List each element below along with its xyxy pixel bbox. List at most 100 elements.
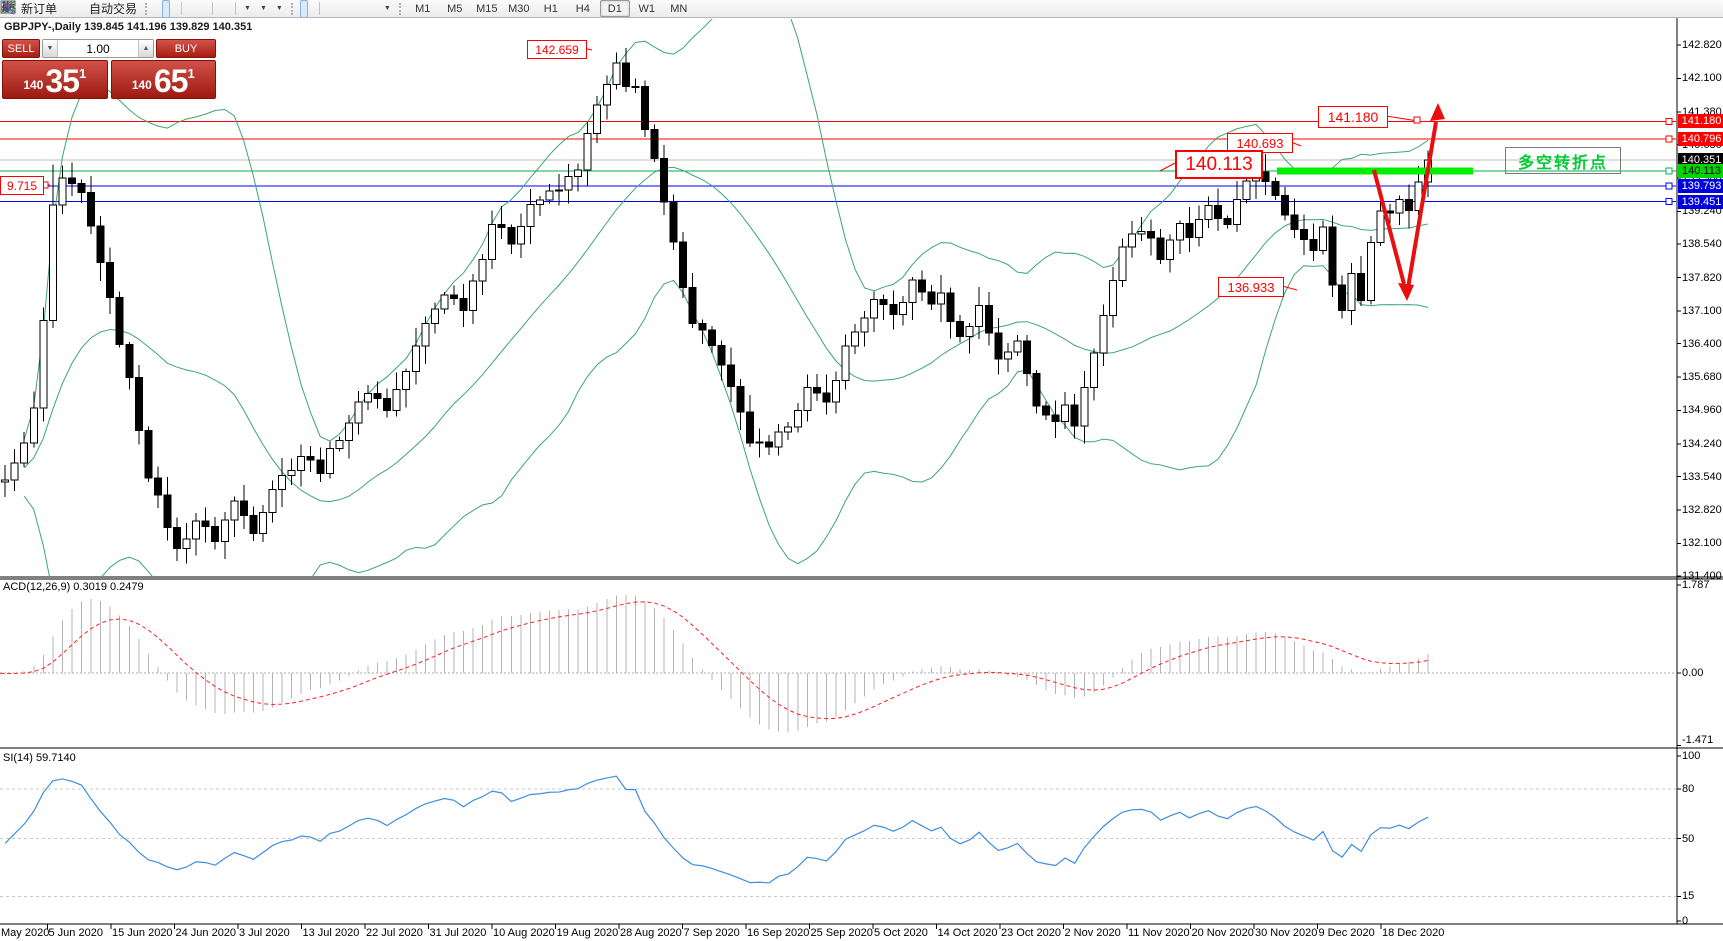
autotrading-label: 自动交易 [89,2,138,16]
auto-scroll-icon[interactable] [1,0,224,18]
price-axis-tick: 136.400 [1682,337,1722,350]
timeframe-toolbar: M1 M5 M15 M30 H1 H4 D1 W1 MN [408,0,694,17]
price-tag-140.796: 140.796 [1678,132,1723,147]
signals-icon[interactable] [0,0,85,18]
timeframe-H4[interactable]: H4 [575,2,590,15]
volume-increase-button[interactable]: ▲ [138,40,153,57]
fibonacci-tool-icon[interactable]: F [1,0,363,18]
date-axis-label: 20 Nov 2020 [1191,927,1254,939]
date-axis-label: 14 Oct 2020 [937,927,998,939]
price-axis-tick: 134.240 [1682,437,1722,450]
cursor-tool-icon[interactable] [3,0,308,18]
price-callout-142.659[interactable]: 142.659 [527,40,587,59]
volume-spinner: ▼ ▲ [42,39,154,58]
dropdown-caret: ▼ [259,5,267,12]
crosshair-tool-icon[interactable] [1,0,316,18]
line-chart-mode-icon[interactable] [0,0,178,18]
buy-price-box[interactable]: 140 65 1 [110,60,216,99]
turning-point-annotation[interactable]: 多空转折点 [1505,147,1621,174]
sell-price-figure: 140 [23,78,44,92]
trend-arrow-up[interactable] [1406,121,1438,289]
timeframe-M1[interactable]: M1 [415,2,431,15]
mql5-community-icon[interactable] [1,0,69,18]
price-callout-9.715[interactable]: 9.715 [0,176,44,195]
price-tag-140.351: 140.351 [1678,152,1723,167]
autotrading-button[interactable]: 自动交易 [0,0,141,18]
date-axis-label: 13 Jul 2020 [302,927,360,939]
sell-button[interactable]: SELL [2,39,40,58]
date-axis-label: 2 Nov 2020 [1064,927,1121,939]
one-click-trading-panel: SELL ▼ ▲ BUY 140 35 1 140 65 1 [2,39,216,99]
date-axis-label: 9 Dec 2020 [1318,927,1375,939]
timeframe-M15[interactable]: M15 [476,2,498,15]
chart-shift-icon[interactable] [1,0,232,18]
buy-button[interactable]: BUY [156,39,216,58]
timeframe-H1[interactable]: H1 [543,2,558,15]
price-callout-140.113[interactable]: 140.113 [1175,150,1263,179]
divider [235,2,237,15]
divider [212,2,214,15]
virtual-hosting-icon[interactable] [1,0,77,18]
price-tag-139.793: 139.793 [1678,178,1723,193]
date-axis-label: 15 Jun 2020 [112,927,173,939]
rsi-pane[interactable] [0,775,1677,897]
toolbar-grip [290,2,296,15]
symbol-ohlc-readout: GBPJPY-,Daily 139.845 141.196 139.829 14… [4,21,253,33]
svg-text:F: F [12,9,16,14]
price-callout-136.933[interactable]: 136.933 [1218,277,1284,297]
price-axis-tick: 137.100 [1682,304,1722,317]
rsi-axis-tick: 15 [1682,890,1695,903]
arrows-tool-button[interactable]: ▼ [2,0,395,18]
divider [318,2,320,15]
timeframe-M5[interactable]: M5 [447,2,463,15]
buy-price-point: 1 [187,66,195,81]
price-axis-tick: 134.960 [1682,404,1722,417]
horizontal-line-tool-icon[interactable] [1,0,339,18]
date-axis-label: 5 Jun 2020 [48,927,103,939]
main-pane[interactable] [0,0,1677,680]
vertical-line-tool-icon[interactable] [4,0,331,18]
timeframe-W1[interactable]: W1 [638,2,656,15]
trendline-tool-icon[interactable] [1,0,347,18]
text-tool-icon[interactable]: A [2,0,371,18]
price-callout-141.180[interactable]: 141.180 [1318,106,1388,128]
timeframe-MN[interactable]: MN [670,2,688,15]
price-tag-139.451: 139.451 [1678,194,1723,209]
trend-arrow-down[interactable] [1372,169,1406,285]
sell-price-box[interactable]: 140 35 1 [2,60,108,99]
buy-price-figure: 140 [131,78,152,92]
timeframe-D1[interactable]: D1 [599,0,630,17]
new-order-button[interactable]: 新订单 [1,0,61,18]
periods-button[interactable]: ▼ [1,0,271,18]
timeframe-M30[interactable]: M30 [508,2,530,15]
tile-windows-icon[interactable] [0,0,209,18]
macd-pane[interactable] [0,595,1677,733]
candlestick-mode-icon[interactable] [1,0,171,18]
date-axis-label: 22 Jul 2020 [366,927,423,939]
rsi-axis-tick: 50 [1682,832,1695,845]
price-axis-tick: 132.820 [1682,504,1722,516]
date-axis-label: May 2020 [1,927,50,939]
svg-text:E: E [12,9,16,14]
date-axis-label: 18 Dec 2020 [1382,927,1445,939]
sell-price-pips: 35 [45,63,80,99]
date-axis-label: 31 Jul 2020 [429,927,487,939]
volume-input[interactable] [58,40,138,57]
equidistant-channel-tool-icon[interactable]: E [0,0,355,18]
price-axis-tick: 142.820 [1682,39,1722,51]
zoom-in-icon[interactable] [1,0,193,18]
price-axis-tick: 142.100 [1682,72,1722,85]
new-order-label: 新订单 [21,2,58,16]
zoom-out-icon[interactable] [1,0,201,18]
price-callout-140.693[interactable]: 140.693 [1227,133,1293,153]
bar-chart-mode-icon[interactable] [2,0,162,18]
price-axis-tick: 132.100 [1682,537,1722,550]
price-tag-141.180: 141.180 [1678,114,1723,129]
volume-decrease-button[interactable]: ▼ [43,40,58,57]
indicators-button[interactable]: ▼ [0,0,255,18]
toolbar-grip [145,2,150,15]
text-label-tool-icon[interactable]: T [1,0,379,18]
templates-button[interactable]: ▼ [0,0,287,18]
